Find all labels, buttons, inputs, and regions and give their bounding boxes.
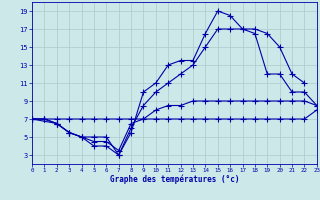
X-axis label: Graphe des températures (°c): Graphe des températures (°c) [110, 175, 239, 184]
